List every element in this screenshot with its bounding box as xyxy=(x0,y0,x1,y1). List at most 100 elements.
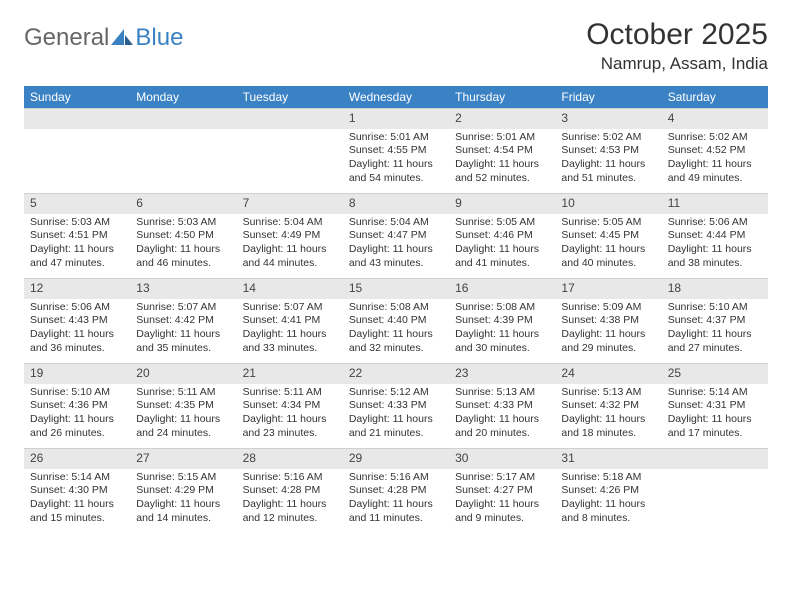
calendar-day-cell: 17Sunrise: 5:09 AMSunset: 4:38 PMDayligh… xyxy=(555,278,661,363)
month-title: October 2025 xyxy=(586,18,768,52)
sunset-line: Sunset: 4:26 PM xyxy=(561,484,655,498)
daylight-line: Daylight: 11 hours and 11 minutes. xyxy=(349,498,443,525)
sunset-line: Sunset: 4:34 PM xyxy=(243,399,337,413)
calendar-day-cell: 28Sunrise: 5:16 AMSunset: 4:28 PMDayligh… xyxy=(237,448,343,533)
sunset-line: Sunset: 4:42 PM xyxy=(136,314,230,328)
calendar-thead: SundayMondayTuesdayWednesdayThursdayFrid… xyxy=(24,86,768,108)
sunset-line: Sunset: 4:55 PM xyxy=(349,144,443,158)
day-content: Sunrise: 5:16 AMSunset: 4:28 PMDaylight:… xyxy=(343,469,449,530)
day-content: Sunrise: 5:10 AMSunset: 4:37 PMDaylight:… xyxy=(662,299,768,360)
weekday-header: Friday xyxy=(555,86,661,108)
daylight-line: Daylight: 11 hours and 8 minutes. xyxy=(561,498,655,525)
daylight-line: Daylight: 11 hours and 40 minutes. xyxy=(561,243,655,270)
day-content: Sunrise: 5:14 AMSunset: 4:31 PMDaylight:… xyxy=(662,384,768,445)
sunset-line: Sunset: 4:36 PM xyxy=(30,399,124,413)
sunset-line: Sunset: 4:28 PM xyxy=(349,484,443,498)
sunrise-line: Sunrise: 5:04 AM xyxy=(349,216,443,230)
sunset-line: Sunset: 4:28 PM xyxy=(243,484,337,498)
sunset-line: Sunset: 4:33 PM xyxy=(455,399,549,413)
calendar-page: General Blue October 2025 Namrup, Assam,… xyxy=(0,0,792,551)
day-content: Sunrise: 5:17 AMSunset: 4:27 PMDaylight:… xyxy=(449,469,555,530)
day-content: Sunrise: 5:14 AMSunset: 4:30 PMDaylight:… xyxy=(24,469,130,530)
sunrise-line: Sunrise: 5:13 AM xyxy=(455,386,549,400)
day-number: 13 xyxy=(130,278,236,299)
calendar-day-cell: 22Sunrise: 5:12 AMSunset: 4:33 PMDayligh… xyxy=(343,363,449,448)
sunrise-line: Sunrise: 5:06 AM xyxy=(668,216,762,230)
sunset-line: Sunset: 4:49 PM xyxy=(243,229,337,243)
day-number: 23 xyxy=(449,363,555,384)
calendar-table: SundayMondayTuesdayWednesdayThursdayFrid… xyxy=(24,86,768,533)
day-number: 31 xyxy=(555,448,661,469)
day-content: Sunrise: 5:05 AMSunset: 4:46 PMDaylight:… xyxy=(449,214,555,275)
sunrise-line: Sunrise: 5:01 AM xyxy=(349,131,443,145)
daylight-line: Daylight: 11 hours and 46 minutes. xyxy=(136,243,230,270)
daylight-line: Daylight: 11 hours and 24 minutes. xyxy=(136,413,230,440)
sunrise-line: Sunrise: 5:14 AM xyxy=(30,471,124,485)
daylight-line: Daylight: 11 hours and 35 minutes. xyxy=(136,328,230,355)
daylight-line: Daylight: 11 hours and 29 minutes. xyxy=(561,328,655,355)
daylight-line: Daylight: 11 hours and 33 minutes. xyxy=(243,328,337,355)
sunrise-line: Sunrise: 5:03 AM xyxy=(30,216,124,230)
day-number: 7 xyxy=(237,193,343,214)
daylight-line: Daylight: 11 hours and 30 minutes. xyxy=(455,328,549,355)
logo-text-1: General xyxy=(24,24,109,52)
daylight-line: Daylight: 11 hours and 43 minutes. xyxy=(349,243,443,270)
sunrise-line: Sunrise: 5:16 AM xyxy=(243,471,337,485)
calendar-day-cell: 10Sunrise: 5:05 AMSunset: 4:45 PMDayligh… xyxy=(555,193,661,278)
sunrise-line: Sunrise: 5:07 AM xyxy=(243,301,337,315)
day-number: 21 xyxy=(237,363,343,384)
calendar-day-cell: 7Sunrise: 5:04 AMSunset: 4:49 PMDaylight… xyxy=(237,193,343,278)
day-number: 16 xyxy=(449,278,555,299)
sunrise-line: Sunrise: 5:04 AM xyxy=(243,216,337,230)
day-number: 30 xyxy=(449,448,555,469)
day-number: 18 xyxy=(662,278,768,299)
calendar-day-cell: 15Sunrise: 5:08 AMSunset: 4:40 PMDayligh… xyxy=(343,278,449,363)
day-content: Sunrise: 5:15 AMSunset: 4:29 PMDaylight:… xyxy=(130,469,236,530)
day-number xyxy=(662,448,768,469)
day-number: 5 xyxy=(24,193,130,214)
daylight-line: Daylight: 11 hours and 41 minutes. xyxy=(455,243,549,270)
day-content: Sunrise: 5:01 AMSunset: 4:55 PMDaylight:… xyxy=(343,129,449,190)
calendar-day-cell: 26Sunrise: 5:14 AMSunset: 4:30 PMDayligh… xyxy=(24,448,130,533)
daylight-line: Daylight: 11 hours and 23 minutes. xyxy=(243,413,337,440)
day-content: Sunrise: 5:03 AMSunset: 4:50 PMDaylight:… xyxy=(130,214,236,275)
weekday-header: Monday xyxy=(130,86,236,108)
calendar-day-cell xyxy=(237,108,343,193)
day-number: 12 xyxy=(24,278,130,299)
day-content: Sunrise: 5:03 AMSunset: 4:51 PMDaylight:… xyxy=(24,214,130,275)
sunrise-line: Sunrise: 5:02 AM xyxy=(668,131,762,145)
day-number: 25 xyxy=(662,363,768,384)
day-content: Sunrise: 5:13 AMSunset: 4:33 PMDaylight:… xyxy=(449,384,555,445)
calendar-day-cell: 30Sunrise: 5:17 AMSunset: 4:27 PMDayligh… xyxy=(449,448,555,533)
day-number: 1 xyxy=(343,108,449,129)
sunset-line: Sunset: 4:41 PM xyxy=(243,314,337,328)
sunrise-line: Sunrise: 5:08 AM xyxy=(455,301,549,315)
calendar-day-cell: 2Sunrise: 5:01 AMSunset: 4:54 PMDaylight… xyxy=(449,108,555,193)
day-content: Sunrise: 5:05 AMSunset: 4:45 PMDaylight:… xyxy=(555,214,661,275)
sunset-line: Sunset: 4:45 PM xyxy=(561,229,655,243)
day-number: 17 xyxy=(555,278,661,299)
day-content: Sunrise: 5:16 AMSunset: 4:28 PMDaylight:… xyxy=(237,469,343,530)
day-content: Sunrise: 5:08 AMSunset: 4:39 PMDaylight:… xyxy=(449,299,555,360)
title-block: October 2025 Namrup, Assam, India xyxy=(586,18,768,74)
day-number: 3 xyxy=(555,108,661,129)
day-number: 14 xyxy=(237,278,343,299)
day-number: 6 xyxy=(130,193,236,214)
daylight-line: Daylight: 11 hours and 21 minutes. xyxy=(349,413,443,440)
sunrise-line: Sunrise: 5:17 AM xyxy=(455,471,549,485)
logo: General Blue xyxy=(24,18,183,52)
sunrise-line: Sunrise: 5:16 AM xyxy=(349,471,443,485)
day-number: 22 xyxy=(343,363,449,384)
daylight-line: Daylight: 11 hours and 17 minutes. xyxy=(668,413,762,440)
sunset-line: Sunset: 4:50 PM xyxy=(136,229,230,243)
day-number xyxy=(24,108,130,129)
calendar-day-cell: 27Sunrise: 5:15 AMSunset: 4:29 PMDayligh… xyxy=(130,448,236,533)
sunrise-line: Sunrise: 5:11 AM xyxy=(136,386,230,400)
calendar-day-cell: 11Sunrise: 5:06 AMSunset: 4:44 PMDayligh… xyxy=(662,193,768,278)
calendar-day-cell: 9Sunrise: 5:05 AMSunset: 4:46 PMDaylight… xyxy=(449,193,555,278)
daylight-line: Daylight: 11 hours and 47 minutes. xyxy=(30,243,124,270)
calendar-day-cell xyxy=(662,448,768,533)
calendar-day-cell: 31Sunrise: 5:18 AMSunset: 4:26 PMDayligh… xyxy=(555,448,661,533)
day-number: 26 xyxy=(24,448,130,469)
day-content: Sunrise: 5:11 AMSunset: 4:35 PMDaylight:… xyxy=(130,384,236,445)
